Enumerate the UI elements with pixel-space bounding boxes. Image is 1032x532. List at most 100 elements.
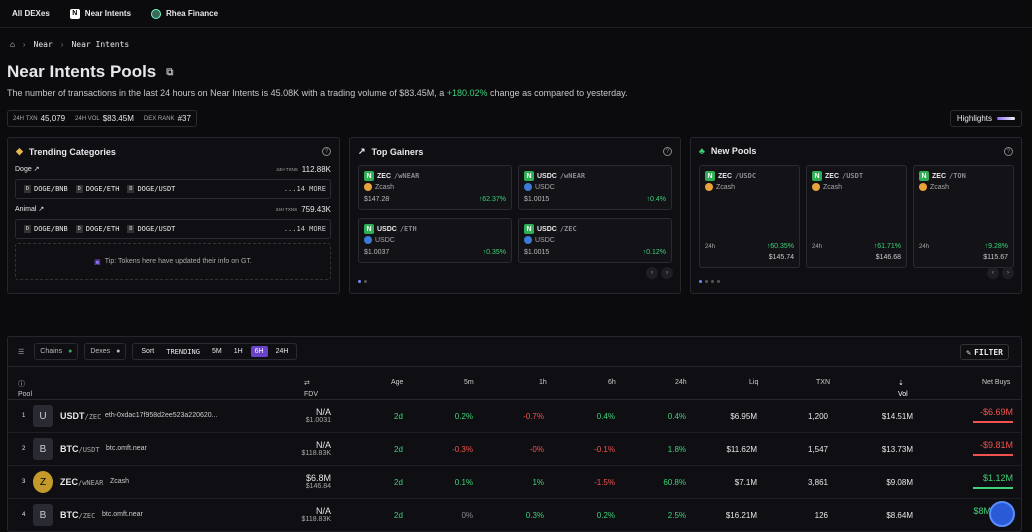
table-row[interactable]: 2 B BTC/USDT btc.omft.near N/A $118.83K 2… (8, 433, 1021, 466)
gainer-card[interactable]: N USDC/wNEAR USDC $1.0015 ↑0.4% (518, 165, 672, 210)
carousel-dot[interactable] (711, 280, 714, 283)
table-row[interactable]: 3 Z ZEC/wNEAR Zcash $6.8M $146.84 2d 0.1%… (8, 466, 1021, 499)
dexes-filter[interactable]: Dexes ● (84, 343, 127, 360)
timeframe-5m[interactable]: 5M (211, 348, 222, 355)
copy-icon[interactable]: ⧉ (166, 66, 174, 78)
card-period: 24h (705, 244, 716, 250)
chevron-left-icon[interactable]: ‹ (646, 267, 658, 279)
stats-bar: 24H TXN 45,079 24H VOL $83.45M DEX RANK #37 (7, 110, 197, 127)
category-animal[interactable]: Animal ↗ (15, 206, 45, 213)
table-row[interactable]: 1 U USDT/ZEC eth-0xdac17f958d2ee523a2206… (8, 400, 1021, 433)
col-6h[interactable]: 6h (608, 379, 616, 386)
newpool-card[interactable]: N ZEC/TON Zcash 24h ↑9.28% $115.67 (913, 165, 1014, 268)
pair-chip[interactable]: D DOGE/ETH (75, 225, 119, 233)
row-net-buys: -$9.81M (973, 440, 1013, 456)
nav-all-dexes[interactable]: All DEXes (12, 9, 50, 18)
row-address: eth-0xdac17f958d2ee523a220620... (105, 412, 218, 419)
pair-chip[interactable]: D DOGE/USDT (127, 225, 175, 233)
timeframe-24h[interactable]: 24H (275, 348, 289, 355)
change-value: 0.35% (486, 249, 506, 256)
gainer-card[interactable]: N ZEC/wNEAR Zcash $147.28 ↑62.37% (358, 165, 512, 210)
newpools-header: ♣ New Pools (699, 146, 756, 156)
sort-trending[interactable]: TRENDING (166, 347, 200, 356)
card-token: Zcash (812, 183, 842, 191)
col-liq[interactable]: Liq (749, 379, 759, 386)
pencil-icon: ✎ (966, 347, 972, 357)
net-buys-bar (973, 487, 1013, 489)
txns-label: 24H TXNS (275, 207, 298, 212)
pair-base: BTC (60, 510, 79, 520)
carousel-dot[interactable] (717, 280, 720, 283)
newpool-card[interactable]: N ZEC/USDT Zcash 24h ↑61.71% $146.68 (806, 165, 907, 268)
breadcrumb-near[interactable]: Near (33, 40, 53, 49)
newpool-card[interactable]: N ZEC/USDC Zcash 24h ↑60.35% $145.74 (699, 165, 800, 268)
pair-chip[interactable]: D DOGE/USDT (127, 185, 175, 193)
col-net-buys[interactable]: Net Buys (982, 379, 1011, 386)
pair-base: ZEC (60, 477, 78, 487)
row-vol: $8.64M (886, 511, 913, 520)
change-value: 61.71% (877, 243, 901, 250)
pair-base: USDT (60, 411, 85, 421)
info-icon[interactable]: ? (663, 147, 672, 156)
gainers-panel: ↗ Top Gainers ? N ZEC/wNEAR Zcash $147.28 … (349, 137, 681, 294)
row-net-buys: -$6.69M (973, 407, 1013, 423)
col-24h[interactable]: 24h (675, 379, 687, 386)
help-chat-icon[interactable] (989, 501, 1015, 527)
card-token: Zcash (919, 183, 949, 191)
pair-chip[interactable]: D DOGE/ETH (75, 185, 120, 193)
nav-rhea-finance[interactable]: Rhea Finance (151, 8, 218, 19)
pair-chip-label: DOGE/ETH (85, 185, 120, 193)
chevron-right-icon[interactable]: › (1002, 267, 1014, 279)
col-5m[interactable]: 5m (464, 379, 474, 386)
card-price: $147.28 (364, 196, 390, 203)
chevron-right-icon: › (60, 40, 64, 49)
row-fdv: N/A $118.83K (302, 440, 331, 457)
pair-quote: /USDC (735, 172, 757, 180)
gainer-card[interactable]: N USDC/ZEC USDC $1.0015 ↑0.12% (518, 218, 672, 263)
carousel-dot[interactable] (358, 280, 361, 283)
info-icon[interactable]: ? (1004, 147, 1013, 156)
carousel-dot[interactable] (699, 280, 702, 283)
chains-filter[interactable]: Chains ● (34, 343, 79, 360)
col-1h[interactable]: 1h (539, 379, 547, 386)
more-link[interactable]: ...14 MORE (283, 185, 326, 193)
pair-base: USDC (537, 225, 557, 233)
col-vol[interactable]: Vol ⇣ (898, 380, 908, 398)
pair-chip[interactable]: D DOGE/BNB (24, 225, 68, 233)
col-age[interactable]: Age (391, 379, 404, 386)
timeframe-1h[interactable]: 1H (233, 348, 243, 355)
card-change: ↑9.28% (984, 243, 1008, 250)
info-icon[interactable]: ? (322, 147, 331, 156)
token-name: Zcash (375, 183, 395, 191)
chevron-left-icon[interactable]: ‹ (987, 267, 999, 279)
pair-quote: /ZEC (559, 225, 577, 233)
pair-chip-label: DOGE/USDT (137, 225, 176, 233)
table-row[interactable]: 4 B BTC/ZEC btc.omft.near N/A $118.83K 2d… (8, 499, 1021, 532)
chevron-right-icon[interactable]: › (661, 267, 673, 279)
category-txns: 24H TXNS 759.43K (276, 205, 331, 214)
category-doge[interactable]: Doge ↗ (15, 166, 40, 173)
filter-button[interactable]: ✎ FILTER (960, 344, 1009, 360)
carousel-dot[interactable] (364, 280, 367, 283)
nav-near-intents[interactable]: N Near Intents (69, 8, 131, 19)
newpools-title: New Pools (710, 146, 757, 156)
gainer-card[interactable]: N USDC/ETH USDC $1.0037 ↑0.35% (358, 218, 512, 263)
row-address: Zcash (110, 478, 130, 485)
sliders-icon[interactable]: ☰ (18, 348, 25, 356)
gear-icon: ● (116, 348, 121, 355)
home-icon[interactable]: ⌂ (10, 40, 15, 49)
token-name: USDC (375, 236, 395, 244)
pair-chip[interactable]: D DOGE/BNB (24, 185, 68, 193)
more-link[interactable]: ...14 MORE (283, 225, 326, 233)
highlights-toggle[interactable]: Highlights (949, 110, 1022, 127)
breadcrumb-near-intents[interactable]: Near Intents (71, 40, 130, 49)
row-index: 2 (22, 446, 26, 452)
card-change: ↑0.35% (482, 249, 506, 256)
carousel-dot[interactable] (705, 280, 708, 283)
zcash-icon (364, 183, 372, 191)
col-txn[interactable]: TXN (816, 379, 830, 386)
row-fdv: N/A $118.83K (302, 506, 331, 523)
col-pool[interactable]: Pool ⓘ (18, 381, 33, 398)
col-fdv[interactable]: FDV ⇄ (304, 380, 318, 398)
timeframe-6h[interactable]: 6H (250, 346, 268, 357)
